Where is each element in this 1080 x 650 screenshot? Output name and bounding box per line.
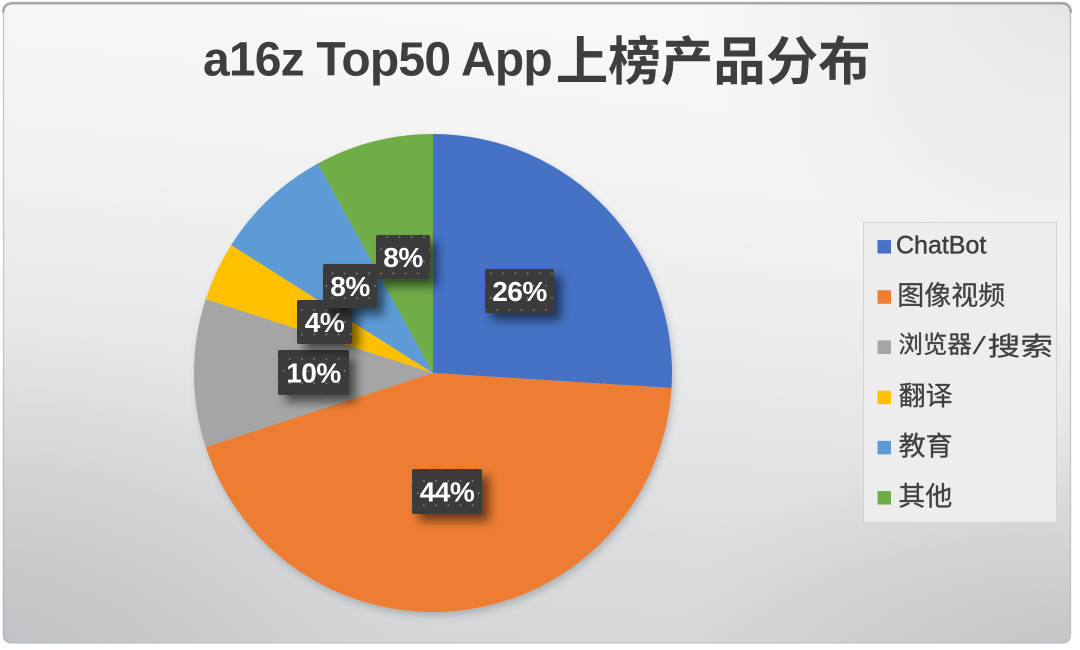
svg-text:8%: 8%	[383, 242, 423, 273]
svg-text:44%: 44%	[420, 477, 475, 508]
svg-text:4%: 4%	[305, 307, 345, 338]
svg-text:10%: 10%	[286, 358, 341, 389]
svg-text:ChatBot: ChatBot	[896, 232, 986, 260]
svg-text:a16z Top50 App: a16z Top50 App	[203, 34, 552, 87]
svg-text:26%: 26%	[492, 276, 547, 307]
svg-text:8%: 8%	[330, 271, 370, 302]
